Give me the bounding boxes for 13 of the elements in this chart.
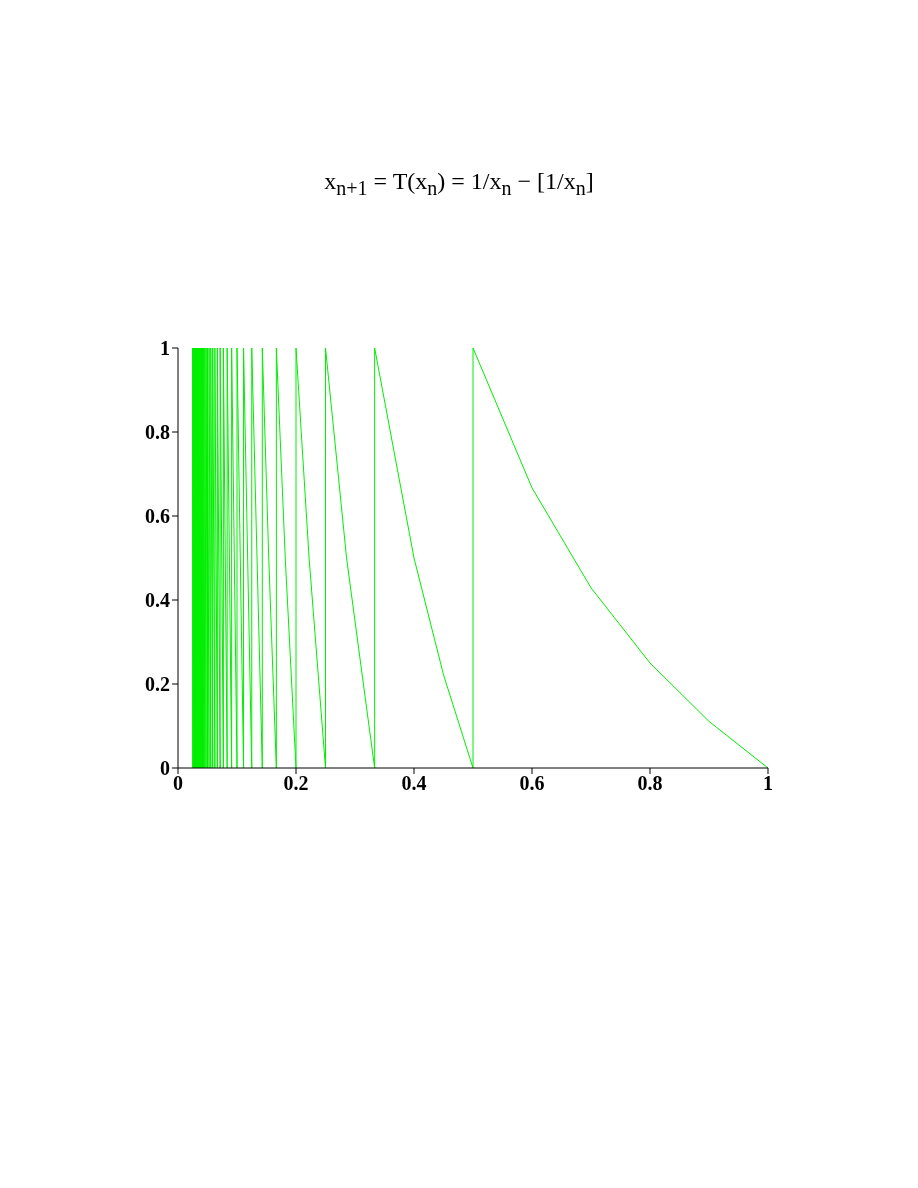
- x-tick-label: 0.4: [401, 772, 427, 795]
- x-tick-label: 1: [763, 772, 773, 795]
- y-tick-label: 0.8: [145, 421, 170, 444]
- y-tick-label: 0.2: [145, 673, 170, 696]
- y-tick-label: 0.6: [145, 505, 170, 528]
- chart-title: x$_{n+1}$ = T(x$_{n}$) = 1/x$_{n}$ − [1/x$_{n}$]: [324, 168, 594, 199]
- y-tick-label: 0.4: [145, 589, 170, 612]
- x-tick-label: 0.2: [283, 772, 309, 795]
- y-tick-label: 0: [160, 757, 170, 780]
- x-tick-label: 0.6: [519, 772, 545, 795]
- x-tick-label: 0.8: [637, 772, 663, 795]
- line-series: [192, 348, 768, 768]
- y-tick-label: 1: [160, 337, 170, 360]
